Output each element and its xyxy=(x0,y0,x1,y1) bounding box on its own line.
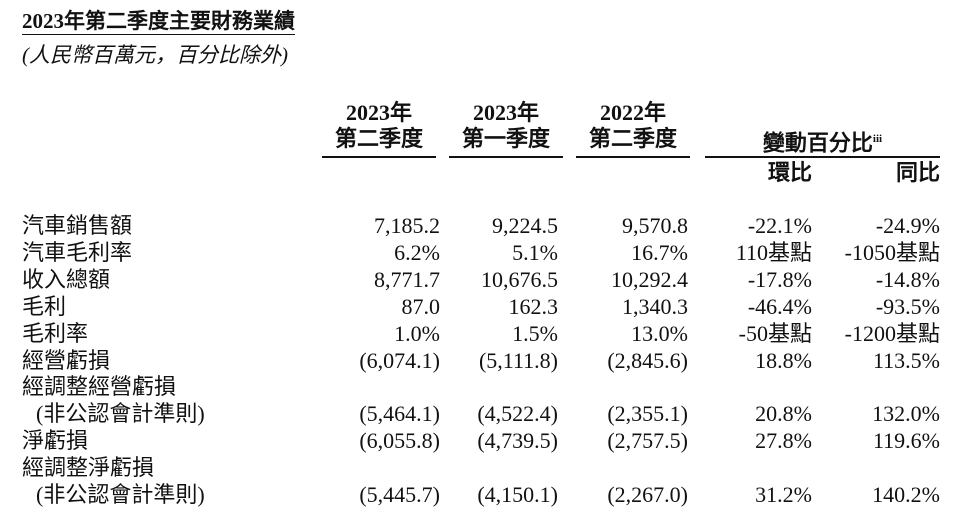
cell: 119.6% xyxy=(872,428,940,454)
cell: (5,445.7) xyxy=(359,482,440,507)
cell: (5,111.8) xyxy=(478,347,558,373)
cell: 10,676.5 xyxy=(481,266,558,292)
cell: (2,757.5) xyxy=(607,428,688,454)
cell: (2,267.0) xyxy=(607,482,688,507)
cell: (4,739.5) xyxy=(477,428,558,454)
cell: 162.3 xyxy=(508,293,559,319)
header-rule xyxy=(322,156,436,158)
cell: 1.5% xyxy=(512,320,558,346)
row-label: 毛利率 xyxy=(22,320,89,346)
cell: -50基點 xyxy=(738,320,812,346)
column-header: 第二季度 xyxy=(334,126,423,151)
cell: (6,074.1) xyxy=(359,347,440,373)
row-label: 汽車毛利率 xyxy=(22,239,133,265)
column-header: 2023年 xyxy=(472,100,539,125)
cell: 13.0% xyxy=(631,320,688,346)
row-label: 經調整經營虧損 xyxy=(22,374,177,400)
row-label: 經調整淨虧損 xyxy=(22,455,155,481)
footnote-mark: iii xyxy=(872,133,883,145)
cell: 8,771.7 xyxy=(374,266,440,292)
header-rule xyxy=(449,156,563,158)
cell: 87.0 xyxy=(401,293,441,319)
cell: 113.5% xyxy=(872,347,940,373)
column-header: 同比 xyxy=(895,160,940,185)
cell: 1.0% xyxy=(394,320,440,346)
cell: -1050基點 xyxy=(844,239,940,265)
cell: -93.5% xyxy=(875,293,940,319)
cell: 5.1% xyxy=(512,239,558,265)
column-header: 2023年 xyxy=(345,100,412,125)
cell: 140.2% xyxy=(872,482,940,507)
cell: 9,570.8 xyxy=(622,213,688,238)
cell: 10,292.4 xyxy=(611,266,688,292)
row-label: 汽車銷售額 xyxy=(22,213,133,238)
cell: 132.0% xyxy=(872,401,940,427)
cell: 20.8% xyxy=(755,401,812,427)
cell: 1,340.3 xyxy=(622,293,688,319)
cell: 7,185.2 xyxy=(374,213,440,238)
title: 2023年第二季度主要財務業績 xyxy=(22,9,295,35)
cell: -46.4% xyxy=(747,293,812,319)
cell: 31.2% xyxy=(755,482,812,507)
cell: 16.7% xyxy=(631,239,688,265)
cell: -24.9% xyxy=(875,213,940,238)
subtitle: (人民幣百萬元，百分比除外) xyxy=(22,43,288,67)
cell: 110基點 xyxy=(735,239,812,265)
column-header: 第二季度 xyxy=(588,126,677,151)
header-rule xyxy=(705,156,940,158)
row-label: 經營虧損 xyxy=(22,347,111,373)
cell: (4,150.1) xyxy=(477,482,558,507)
row-label: 淨虧損 xyxy=(22,428,89,454)
header-rule xyxy=(576,156,690,158)
cell: (6,055.8) xyxy=(359,428,440,454)
cell: -17.8% xyxy=(747,266,812,292)
cell: -22.1% xyxy=(747,213,812,238)
row-label: 收入總額 xyxy=(22,266,111,292)
cell: (4,522.4) xyxy=(477,401,558,427)
column-header: 環比 xyxy=(767,160,812,185)
cell: 9,224.5 xyxy=(492,213,558,238)
column-header: 2022年 xyxy=(599,100,666,125)
cell: (5,464.1) xyxy=(359,401,440,427)
cell: 18.8% xyxy=(755,347,812,373)
cell: 27.8% xyxy=(755,428,812,454)
group-header: 變動百分比iii xyxy=(762,130,883,156)
cell: 6.2% xyxy=(394,239,440,265)
row-label: 毛利 xyxy=(22,293,67,319)
cell: -14.8% xyxy=(875,266,940,292)
row-label: (非公認會計準則) xyxy=(36,401,205,427)
cell: (2,845.6) xyxy=(607,347,688,373)
column-header: 第一季度 xyxy=(461,126,550,151)
row-label: (非公認會計準則) xyxy=(36,482,205,507)
cell: -1200基點 xyxy=(844,320,940,346)
cell: (2,355.1) xyxy=(607,401,688,427)
